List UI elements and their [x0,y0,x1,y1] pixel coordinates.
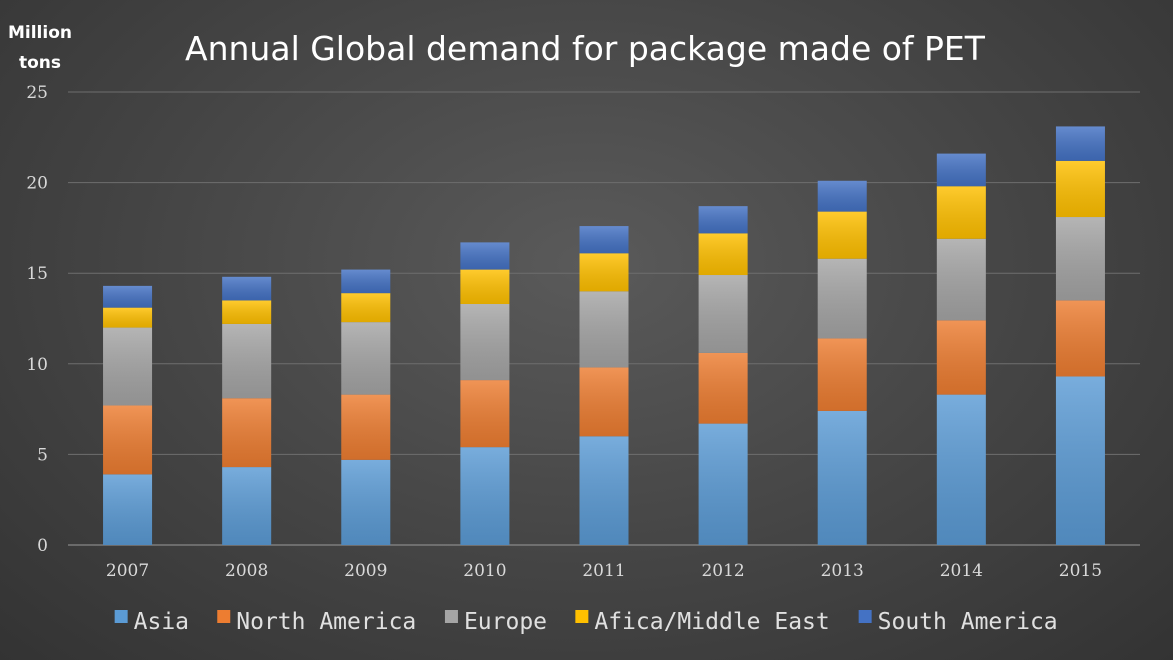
x-tick-label: 2012 [701,561,744,581]
bar-segment-shade [222,467,272,545]
legend-swatch [114,610,128,623]
legend-label: South America [878,609,1058,635]
bar-segment-shade [698,233,748,276]
bar-segment-shade [817,338,867,411]
y-tick-label: 25 [26,83,48,103]
x-tick-label: 2008 [225,561,268,581]
bar-segment-shade [579,436,629,545]
legend-label: Afica/Middle East [594,609,829,635]
y-tick-label: 0 [37,536,48,556]
bar-segment-shade [936,153,986,187]
bar-segment-shade [817,180,867,212]
x-tick-label: 2010 [463,561,506,581]
y-axis-ticks: 0 5 10 15 20 25 [26,83,48,556]
bar-segment-shade [222,323,272,399]
bar-segment-shade [579,291,629,368]
bar-segment-shade [817,211,867,259]
bar-segment-shade [222,300,272,324]
bar-segment-shade [103,474,153,545]
bar-segment-shade [1055,376,1105,545]
bar-segment-shade [460,242,510,270]
bar-segment-shade [1055,300,1105,377]
x-tick-label: 2009 [344,561,387,581]
legend-swatch [444,610,458,623]
bar-segment-shade [936,238,986,321]
bar-segment-shade [460,380,510,448]
legend-label: Europe [464,609,547,635]
bar-segment-shade [103,285,153,308]
bar-segment-shade [579,226,629,254]
bar-segment-shade [698,206,748,234]
bar-segment-shade [103,405,153,475]
bar-segment-shade [1055,160,1105,218]
y-tick-label: 5 [37,445,48,465]
bar-segment-shade [460,269,510,305]
bar-segment-shade [936,320,986,395]
y-tick-label: 15 [26,264,48,284]
legend-swatch [858,610,872,623]
bar-segment-shade [698,352,748,424]
bar-segment-shade [341,269,391,294]
bar-segment-shade [817,258,867,339]
y-tick-label: 10 [26,355,48,375]
legend-label: North America [236,609,416,635]
bar-segment-shade [222,398,272,468]
x-tick-label: 2013 [821,561,864,581]
y-axis-unit-line-2: tons [19,53,61,73]
bar-segment-shade [341,394,391,460]
bars [103,126,1105,545]
bar-segment-shade [698,275,748,353]
chart-title: Annual Global demand for package made of… [185,29,986,68]
y-tick-label: 20 [26,174,48,194]
bar-segment-shade [1055,126,1105,161]
x-tick-label: 2015 [1059,561,1102,581]
bar-segment-shade [341,293,391,323]
legend: Asia North America Europe Afica/Middle East… [114,609,1058,635]
y-axis-unit-line-1: Million [8,23,72,43]
bar-segment-shade [698,423,748,545]
bar-segment-shade [936,394,986,545]
x-tick-label: 2011 [582,561,625,581]
bar-segment-shade [936,186,986,239]
bar-segment-shade [103,307,153,328]
bar-segment-shade [579,253,629,292]
bar-segment-shade [817,410,867,545]
legend-swatch [217,610,231,623]
bar-segment-shade [341,322,391,395]
bar-segment-shade [460,447,510,545]
bar-segment-shade [460,304,510,381]
legend-swatch [575,610,589,623]
bar-segment-shade [579,367,629,437]
bar-segment-shade [103,327,153,406]
bar-segment-shade [341,459,391,545]
x-tick-label: 2007 [106,561,149,581]
bar-segment-shade [222,276,272,301]
legend-label: Asia [134,609,189,635]
bar-segment-shade [1055,217,1105,301]
x-tick-label: 2014 [940,561,983,581]
x-axis-ticks: 2007 2008 2009 2010 2011 2012 2013 2014 2015 [106,561,1102,581]
